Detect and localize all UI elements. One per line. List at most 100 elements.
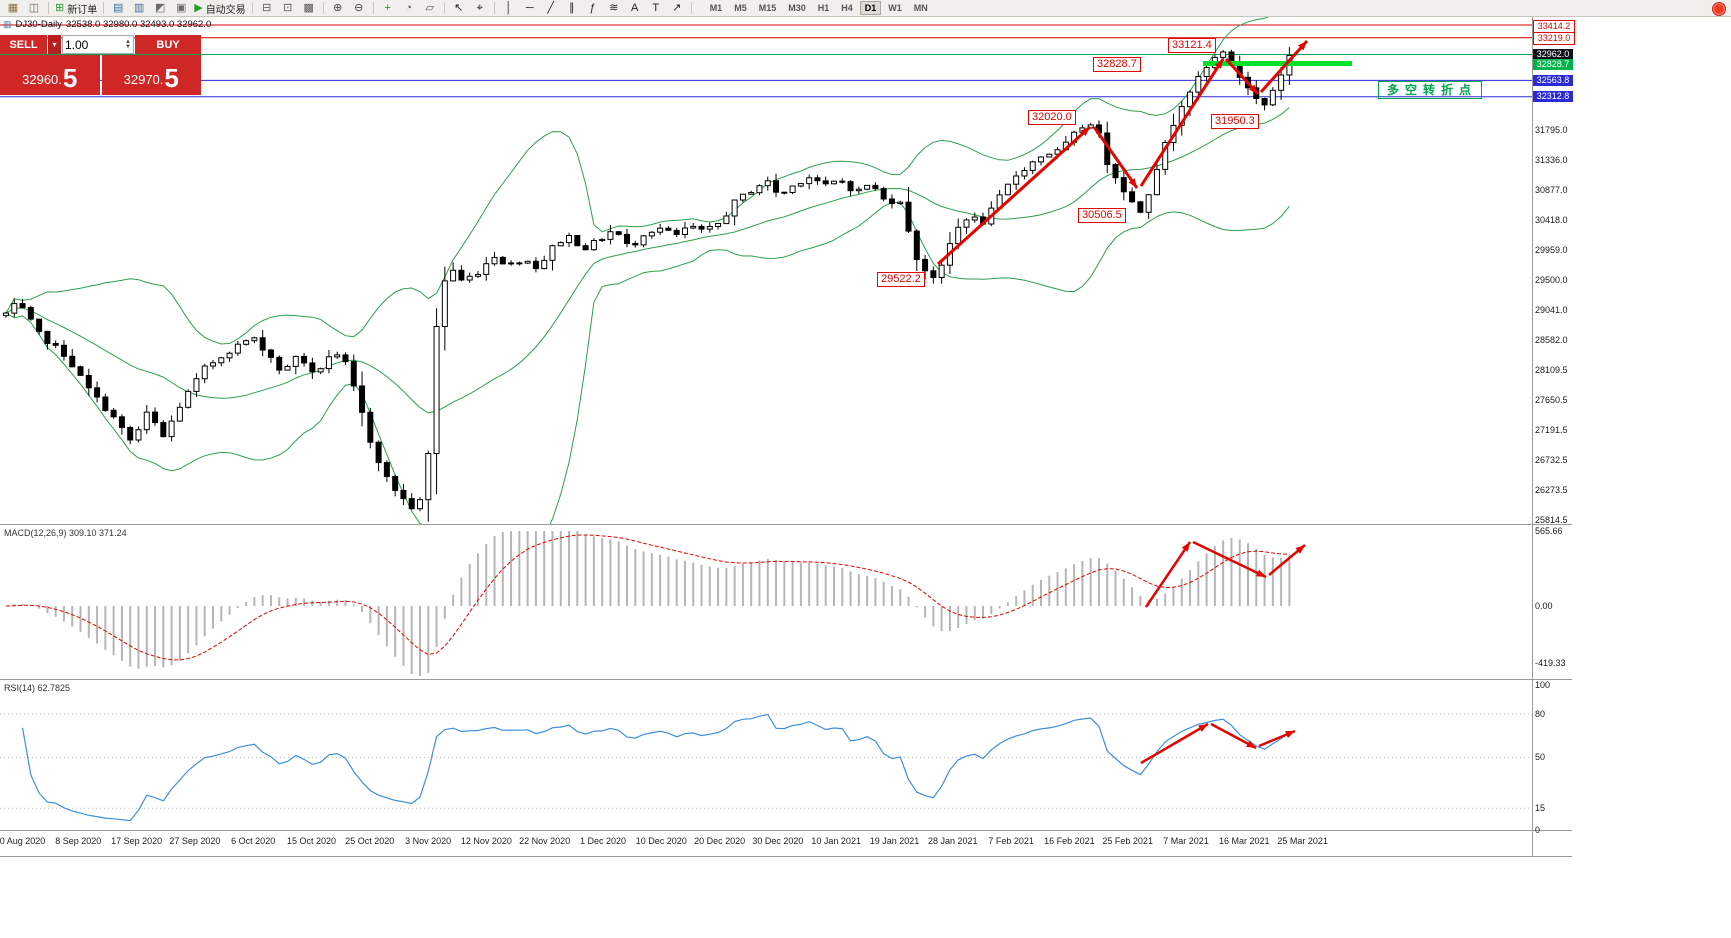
price-axis-tick: 26273.5 <box>1535 485 1568 495</box>
terminal-icon[interactable]: ▣ <box>171 1 191 16</box>
volume-input[interactable]: 1.00 ▲ ▼ <box>62 35 134 54</box>
templates-icon[interactable]: ▱ <box>420 1 440 16</box>
volume-steppers: ▲ ▼ <box>125 38 131 50</box>
shapes-icon[interactable]: ≋ <box>604 1 624 16</box>
time-axis-label: 19 Jan 2021 <box>869 836 920 846</box>
insert-indicator-icon[interactable]: + <box>378 1 398 16</box>
fibonacci-icon[interactable]: ƒ <box>583 1 603 16</box>
profiles-icon-glyph: ◫ <box>28 1 40 14</box>
price-axis-label-outline-red: 33219.0 <box>1533 32 1575 46</box>
new-order-button[interactable]: ⊞ 新订单 <box>53 1 99 16</box>
time-axis-label: 25 Oct 2020 <box>345 836 395 846</box>
data-window-icon[interactable]: ▥ <box>129 1 149 16</box>
new-chart-icon[interactable]: ▦ <box>3 1 23 16</box>
zoom-out-icon-glyph: ⊖ <box>354 1 364 14</box>
panel-separator[interactable] <box>0 524 1572 525</box>
panel-separator <box>0 830 1572 831</box>
channel-icon[interactable]: ∥ <box>562 1 582 16</box>
time-axis-label: 25 Feb 2021 <box>1102 836 1153 846</box>
text-icon[interactable]: A <box>625 1 645 16</box>
price-axis-tick: 29500.0 <box>1535 275 1568 285</box>
rsi-chart-svg[interactable] <box>0 680 1532 831</box>
sell-button[interactable]: SELL <box>0 35 47 54</box>
main-chart-svg[interactable] <box>0 17 1532 525</box>
cascade-windows-icon-glyph: ▩ <box>303 1 314 14</box>
tile-vertical-icon[interactable]: ⊡ <box>278 1 298 16</box>
time-axis-label: 30 Aug 2020 <box>0 836 46 846</box>
timeframe-button-d1[interactable]: D1 <box>859 1 882 15</box>
timeframe-button-m30[interactable]: M30 <box>788 3 806 13</box>
price-axis-tick: 30877.0 <box>1535 185 1568 195</box>
price-axis-label-green: 32828.7 <box>1533 59 1573 70</box>
timeframe-toolbar: M1 M5 M15 M30 H1 H4 D1 W1 MN <box>705 1 933 15</box>
timeframe-button-mn[interactable]: MN <box>913 3 928 13</box>
timeframe-button-m15[interactable]: M15 <box>758 3 777 13</box>
profiles-icon[interactable]: ◫ <box>24 1 44 16</box>
tile-horizontal-icon[interactable]: ⊟ <box>257 1 277 16</box>
arrows-icon[interactable]: ↗ <box>667 1 687 16</box>
toolbar: ▦ ◫ ⊞ 新订单 ▤ ▥ ◩ ▣ ▶ 自动交易 ⊟ ⊡ ▩ ⊕ ⊖ + ◔ ▱ ↖ ⌖ │ ─ ╱ ∥ ƒ ≋ A T ↗ M1 M5 M… <box>0 0 1731 17</box>
price-annotation: 33121.4 <box>1168 38 1216 53</box>
toolbar-separator <box>493 2 495 14</box>
zoom-out-icon[interactable]: ⊖ <box>349 1 369 16</box>
period-settings-icon[interactable]: ◔ <box>399 1 419 16</box>
navigator-icon-glyph: ◩ <box>155 1 166 14</box>
time-axis-label: 7 Feb 2021 <box>988 836 1034 846</box>
label-icon[interactable]: T <box>646 1 666 16</box>
alert-badge-icon[interactable] <box>1712 2 1726 16</box>
vertical-line-icon[interactable]: │ <box>499 1 519 16</box>
rsi-axis-tick: 100 <box>1535 680 1551 690</box>
volume-decrease-button[interactable]: ▼ <box>125 43 131 50</box>
market-watch-icon-glyph: ▤ <box>113 1 124 14</box>
autotrading-button[interactable]: ▶ 自动交易 <box>192 1 247 16</box>
ask-price-button[interactable]: 32970. 5 <box>101 55 201 95</box>
price-axis-tick: 27650.5 <box>1535 395 1568 405</box>
chart-title: ▥ DJ30-Daily 32538.0 32980.0 32493.0 329… <box>3 19 211 30</box>
vertical-line-icon-glyph: │ <box>505 1 513 14</box>
price-axis-tick: 26732.5 <box>1535 455 1568 465</box>
chart-icon: ▥ <box>3 19 12 29</box>
crosshair-icon[interactable]: ⌖ <box>470 1 490 16</box>
time-axis-label: 10 Dec 2020 <box>635 836 687 846</box>
price-annotation: 32828.7 <box>1093 57 1141 72</box>
price-axis-tick: 31795.0 <box>1535 125 1568 135</box>
timeframe-button-m5[interactable]: M5 <box>734 3 747 13</box>
time-axis-label: 22 Nov 2020 <box>519 836 571 846</box>
toolbar-items: ▦ ◫ ⊞ 新订单 ▤ ▥ ◩ ▣ ▶ 自动交易 ⊟ ⊡ ▩ ⊕ ⊖ + ◔ ▱ ↖ ⌖ │ ─ ╱ ∥ ƒ ≋ A T ↗ <box>3 1 695 16</box>
bid-price-main: 32960. <box>22 72 62 87</box>
time-axis-label: 20 Dec 2020 <box>694 836 746 846</box>
new-order-label: 新订单 <box>67 4 98 16</box>
buy-button[interactable]: BUY <box>135 35 201 54</box>
price-axis-tick: 27191.5 <box>1535 425 1568 435</box>
macd-axis-tick: -419.33 <box>1535 658 1566 668</box>
bid-price-button[interactable]: 32960. 5 <box>0 55 100 95</box>
timeframe-button-h1[interactable]: H1 <box>817 3 830 13</box>
macd-axis-tick: 565.66 <box>1535 526 1563 536</box>
bid-price-fraction: 5 <box>62 63 78 93</box>
timeframe-button-h4[interactable]: H4 <box>841 3 853 13</box>
time-axis-label: 1 Dec 2020 <box>579 836 627 846</box>
timeframe-button-w1[interactable]: W1 <box>888 3 902 13</box>
data-window-icon-glyph: ▥ <box>134 1 145 14</box>
volume-dropdown[interactable]: ▾ <box>48 35 61 54</box>
cascade-windows-icon[interactable]: ▩ <box>299 1 319 16</box>
navigator-icon[interactable]: ◩ <box>150 1 170 16</box>
horizontal-line-icon[interactable]: ─ <box>520 1 540 16</box>
arrows-icon-glyph: ↗ <box>672 1 682 14</box>
zoom-in-icon[interactable]: ⊕ <box>328 1 348 16</box>
price-axis-label-blue: 32563.8 <box>1533 74 1573 86</box>
price-axis-tick: 28582.0 <box>1535 335 1568 345</box>
cursor-icon[interactable]: ↖ <box>449 1 469 16</box>
timeframe-button-m1[interactable]: M1 <box>709 3 723 13</box>
trendline-icon[interactable]: ╱ <box>541 1 561 16</box>
market-watch-icon[interactable]: ▤ <box>108 1 128 16</box>
time-axis-label: 8 Sep 2020 <box>55 836 102 846</box>
time-axis-label: 7 Mar 2021 <box>1163 836 1209 846</box>
volume-increase-button[interactable]: ▲ <box>125 38 131 45</box>
macd-chart-svg[interactable] <box>0 525 1532 680</box>
price-axis-tick: 25814.5 <box>1535 515 1568 525</box>
label-icon-glyph: T <box>652 1 660 14</box>
trade-panel-controls: SELL ▾ 1.00 ▲ ▼ BUY <box>0 35 201 54</box>
panel-separator[interactable] <box>0 679 1572 680</box>
